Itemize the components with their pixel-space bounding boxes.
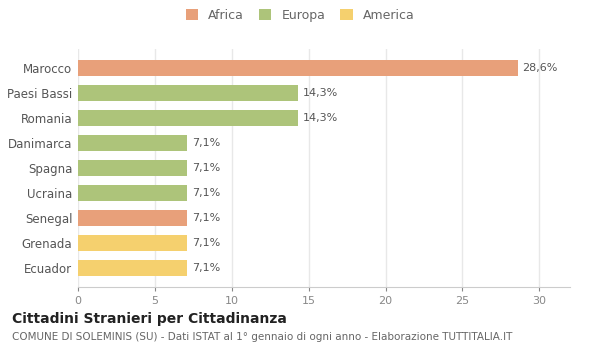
Bar — [78, 210, 187, 226]
Text: Cittadini Stranieri per Cittadinanza: Cittadini Stranieri per Cittadinanza — [12, 312, 287, 326]
Bar — [78, 135, 187, 151]
Text: 7,1%: 7,1% — [192, 188, 220, 198]
Bar — [78, 60, 518, 76]
Text: 7,1%: 7,1% — [192, 138, 220, 148]
Text: 14,3%: 14,3% — [302, 113, 338, 123]
Text: 7,1%: 7,1% — [192, 213, 220, 223]
Legend: Africa, Europa, America: Africa, Europa, America — [183, 6, 417, 24]
Text: 7,1%: 7,1% — [192, 163, 220, 173]
Bar — [78, 160, 187, 176]
Text: 7,1%: 7,1% — [192, 238, 220, 248]
Text: 14,3%: 14,3% — [302, 88, 338, 98]
Text: 7,1%: 7,1% — [192, 263, 220, 273]
Bar — [78, 185, 187, 201]
Bar — [78, 260, 187, 276]
Bar — [78, 85, 298, 101]
Text: 28,6%: 28,6% — [523, 63, 558, 73]
Text: COMUNE DI SOLEMINIS (SU) - Dati ISTAT al 1° gennaio di ogni anno - Elaborazione : COMUNE DI SOLEMINIS (SU) - Dati ISTAT al… — [12, 332, 512, 343]
Bar — [78, 110, 298, 126]
Bar — [78, 235, 187, 251]
